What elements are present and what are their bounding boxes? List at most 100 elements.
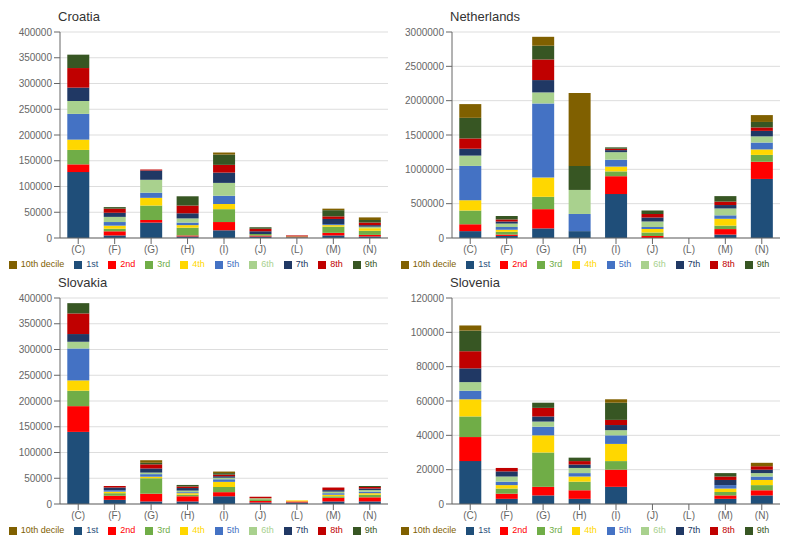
html-text:2nd: 2nd [512, 259, 528, 269]
svg-text:(C): (C) [463, 510, 477, 521]
svg-text:50000: 50000 [24, 473, 52, 484]
svg-text:(J): (J) [255, 510, 267, 521]
html-text:Slovenia: Slovenia [450, 275, 500, 290]
html-text:3rd: 3rd [157, 259, 171, 269]
html-text:3rd: 3rd [157, 525, 171, 535]
svg-text:(N): (N) [755, 244, 769, 255]
svg-text:300000: 300000 [19, 344, 53, 355]
svg-text:(M): (M) [718, 244, 733, 255]
svg-text:150000: 150000 [19, 421, 53, 432]
svg-text:(N): (N) [363, 244, 377, 255]
svg-text:(J): (J) [647, 244, 659, 255]
svg-text:(M): (M) [326, 244, 341, 255]
svg-text:(C): (C) [71, 510, 85, 521]
svg-text:150000: 150000 [19, 155, 53, 166]
svg-text:0: 0 [46, 233, 52, 244]
html-text:6th: 6th [653, 259, 666, 269]
html-text:Netherlands: Netherlands [450, 9, 521, 24]
svg-text:2000000: 2000000 [405, 95, 444, 106]
html-text:7th: 7th [295, 525, 309, 535]
svg-text:(G): (G) [536, 510, 550, 521]
html-text:6th: 6th [261, 259, 274, 269]
svg-text:1000000: 1000000 [405, 164, 444, 175]
svg-text:50000: 50000 [24, 207, 52, 218]
svg-text:400000: 400000 [19, 27, 53, 38]
html-text:7th: 7th [295, 259, 309, 269]
svg-text:100000: 100000 [19, 181, 53, 192]
html-text:5th: 5th [226, 259, 240, 269]
html-text:1st: 1st [86, 259, 99, 269]
html-text:8th: 8th [722, 259, 735, 269]
svg-text:(N): (N) [363, 510, 377, 521]
svg-text:(G): (G) [144, 244, 158, 255]
html-text:4th: 4th [584, 259, 597, 269]
svg-text:(H): (H) [573, 510, 587, 521]
svg-text:(L): (L) [291, 510, 303, 521]
svg-text:(J): (J) [255, 244, 267, 255]
svg-text:250000: 250000 [19, 104, 53, 115]
svg-text:0: 0 [438, 233, 444, 244]
html-text:4th: 4th [192, 259, 205, 269]
svg-text:(N): (N) [755, 510, 769, 521]
html-text:1st: 1st [86, 525, 99, 535]
svg-text:1500000: 1500000 [405, 130, 444, 141]
svg-text:80000: 80000 [416, 361, 444, 372]
svg-text:(L): (L) [683, 244, 695, 255]
html-text:9th: 9th [364, 259, 378, 269]
svg-text:(H): (H) [573, 244, 587, 255]
svg-text:(L): (L) [291, 244, 303, 255]
html-text:10th decile: 10th decile [20, 525, 65, 535]
svg-text:(G): (G) [536, 244, 550, 255]
svg-text:200000: 200000 [19, 130, 53, 141]
html-text:8th: 8th [330, 259, 343, 269]
html-text:9th: 9th [756, 259, 770, 269]
svg-text:(H): (H) [181, 244, 195, 255]
svg-text:(J): (J) [647, 510, 659, 521]
svg-text:(F): (F) [108, 244, 121, 255]
svg-text:(M): (M) [326, 510, 341, 521]
html-text:4th: 4th [192, 525, 205, 535]
html-text:5th: 5th [226, 525, 240, 535]
svg-text:40000: 40000 [416, 430, 444, 441]
svg-text:400000: 400000 [19, 293, 53, 304]
svg-text:500000: 500000 [411, 198, 445, 209]
svg-text:120000: 120000 [411, 293, 445, 304]
svg-text:3000000: 3000000 [405, 27, 444, 38]
svg-text:(M): (M) [718, 510, 733, 521]
svg-text:0: 0 [46, 499, 52, 510]
svg-text:100000: 100000 [411, 327, 445, 338]
svg-text:350000: 350000 [19, 52, 53, 63]
html-text:Croatia: Croatia [58, 9, 100, 24]
svg-text:300000: 300000 [19, 78, 53, 89]
html-text:Slovakia: Slovakia [58, 275, 108, 290]
svg-text:200000: 200000 [19, 396, 53, 407]
svg-text:(C): (C) [71, 244, 85, 255]
svg-text:(F): (F) [500, 244, 513, 255]
html-text:6th: 6th [261, 525, 274, 535]
html-text:2nd: 2nd [120, 259, 136, 269]
html-text:7th: 7th [687, 259, 701, 269]
html-text:2nd: 2nd [120, 525, 136, 535]
svg-text:350000: 350000 [19, 318, 53, 329]
svg-text:20000: 20000 [416, 464, 444, 475]
svg-text:(F): (F) [500, 510, 513, 521]
svg-text:(I): (I) [611, 244, 620, 255]
svg-text:(G): (G) [144, 510, 158, 521]
svg-text:(I): (I) [611, 510, 620, 521]
svg-text:(F): (F) [108, 510, 121, 521]
svg-text:(I): (I) [219, 510, 228, 521]
svg-text:2500000: 2500000 [405, 61, 444, 72]
html-text:10th decile: 10th decile [412, 259, 457, 269]
svg-text:(H): (H) [181, 510, 195, 521]
svg-text:60000: 60000 [416, 396, 444, 407]
html-text:1st: 1st [478, 259, 491, 269]
svg-text:(I): (I) [219, 244, 228, 255]
html-text:10th decile: 10th decile [20, 259, 65, 269]
svg-text:250000: 250000 [19, 370, 53, 381]
svg-text:(L): (L) [683, 510, 695, 521]
html-text:5th: 5th [618, 259, 632, 269]
svg-text:100000: 100000 [19, 447, 53, 458]
svg-text:(C): (C) [463, 244, 477, 255]
svg-text:0: 0 [438, 499, 444, 510]
html-text:3rd: 3rd [549, 259, 563, 269]
